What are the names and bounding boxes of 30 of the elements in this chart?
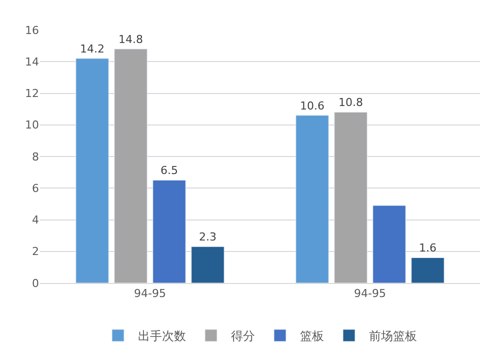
x-tick-label: 94-95: [354, 287, 386, 300]
bar: [76, 58, 109, 283]
y-tick-label: 4: [32, 214, 39, 227]
legend-label: 出手次数: [138, 329, 186, 344]
bar: [334, 112, 368, 283]
data-label: 6.5: [160, 164, 178, 178]
x-tick-label: 94-95: [134, 287, 166, 300]
data-label: 10.8: [338, 96, 363, 110]
bar: [191, 246, 224, 283]
data-label: 14.8: [118, 32, 143, 46]
y-tick-label: 6: [32, 182, 39, 195]
y-tick-label: 8: [32, 150, 39, 164]
data-label: 14.2: [80, 42, 104, 56]
data-label: 1.6: [419, 242, 436, 255]
y-tick-label: 12: [25, 87, 39, 100]
data-label: 2.3: [199, 230, 216, 244]
bar: [114, 48, 148, 283]
y-tick-label: 16: [25, 24, 39, 37]
bar: [296, 115, 329, 283]
bar: [411, 257, 444, 283]
y-tick-label: 0: [32, 276, 39, 290]
y-tick-label: 2: [32, 245, 39, 258]
data-label: 10.6: [300, 99, 324, 112]
bar: [152, 180, 186, 283]
bar: [372, 205, 406, 283]
y-tick-label: 10: [25, 118, 39, 132]
legend-label: 前场篮板: [369, 329, 417, 344]
y-tick-label: 14: [25, 55, 39, 68]
legend-label: 得分: [231, 329, 255, 344]
legend-label: 篮板: [300, 329, 324, 344]
